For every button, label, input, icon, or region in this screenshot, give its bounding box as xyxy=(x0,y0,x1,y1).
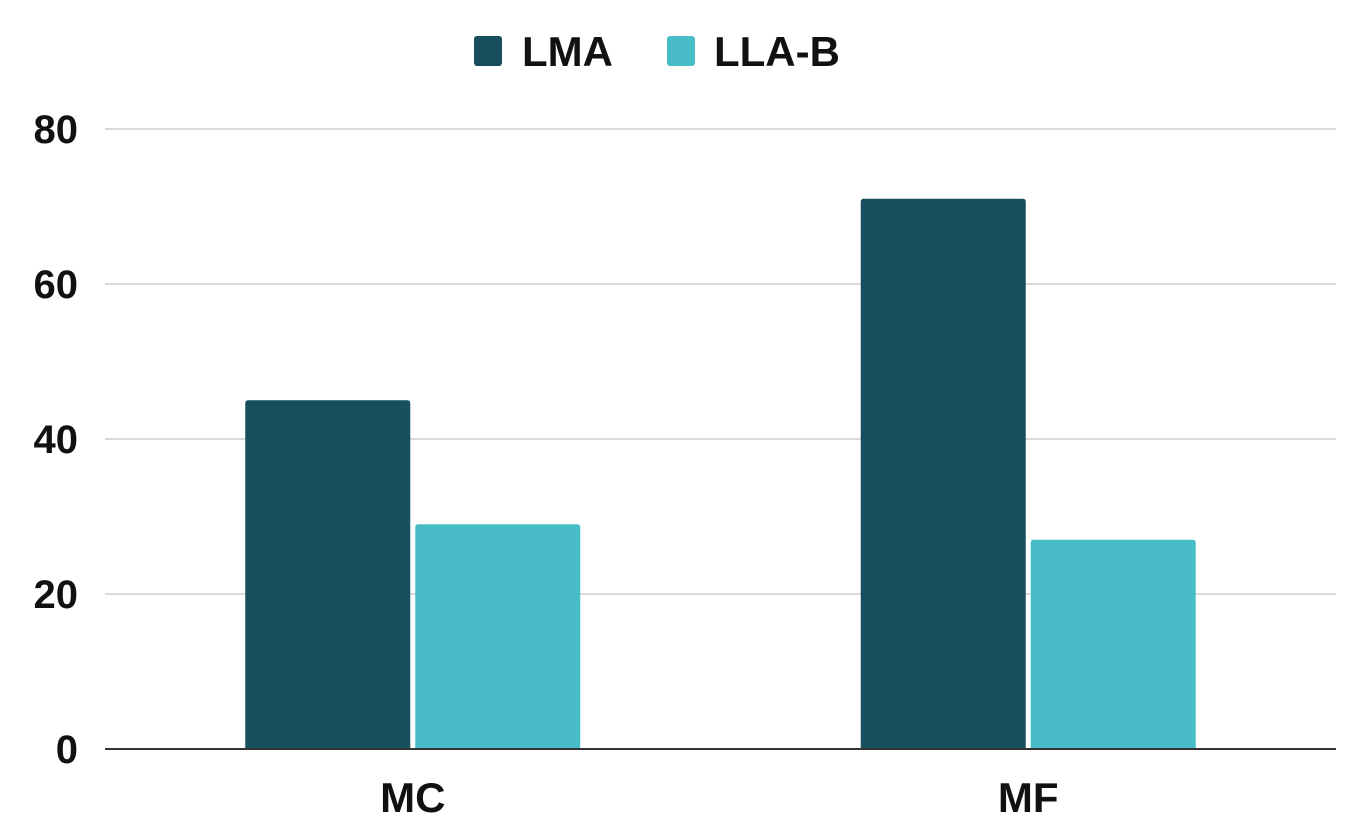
bar-lma-mc xyxy=(245,400,411,749)
legend-label: LLA-B xyxy=(714,28,840,75)
legend-swatch-lma xyxy=(474,36,502,66)
y-axis: 0 20 40 60 80 xyxy=(34,108,79,772)
legend-label: LMA xyxy=(522,28,613,75)
bar-lla-b-mc xyxy=(415,524,581,749)
legend: LMA LLA-B xyxy=(474,28,840,75)
y-tick-label: 0 xyxy=(56,728,78,772)
x-axis: MC MF xyxy=(105,748,1336,815)
x-tick-label: MF xyxy=(998,774,1059,815)
y-tick-label: 60 xyxy=(34,263,79,307)
y-tick-label: 40 xyxy=(34,418,79,462)
y-tick-label: 80 xyxy=(34,108,79,152)
x-tick-label: MC xyxy=(380,774,445,815)
bars xyxy=(245,198,1196,749)
bar-lma-mf xyxy=(860,198,1026,749)
y-tick-label: 20 xyxy=(34,573,79,617)
bar-lla-b-mf xyxy=(1030,539,1196,749)
legend-swatch-lla-b xyxy=(667,36,695,66)
